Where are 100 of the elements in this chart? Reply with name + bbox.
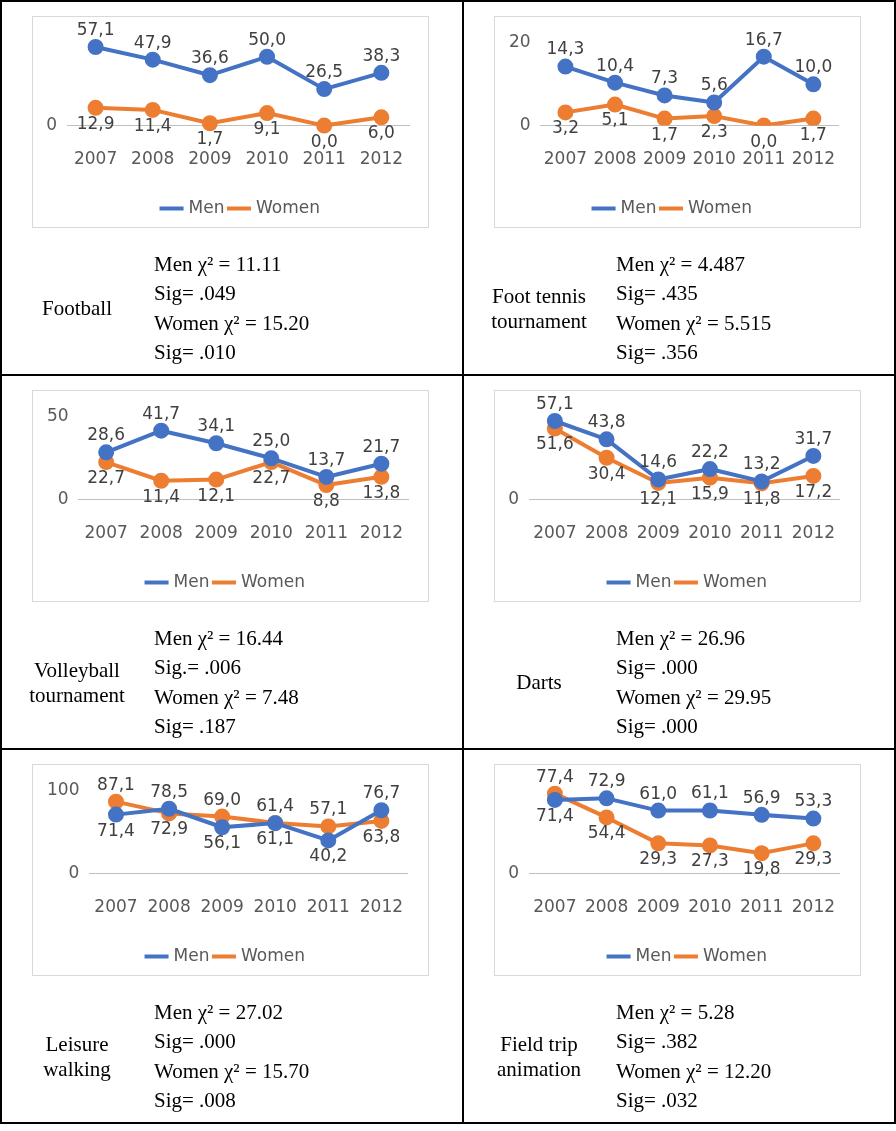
data-label: 10,4 bbox=[596, 54, 634, 75]
text: Women χ² = 7.48 bbox=[154, 683, 299, 711]
data-label: 12,1 bbox=[197, 484, 236, 505]
y-tick-label: 0 bbox=[68, 862, 80, 883]
x-tick-label: 2008 bbox=[131, 148, 175, 169]
data-label: 47,9 bbox=[133, 31, 172, 52]
x-tick-label: 2009 bbox=[636, 522, 680, 543]
text: Sig= .032 bbox=[616, 1087, 699, 1115]
text: Men χ² = 11.11 bbox=[154, 251, 283, 278]
x-tick-label: 2012 bbox=[791, 522, 835, 543]
data-label: 56,1 bbox=[203, 832, 242, 853]
x-tick-label: 2011 bbox=[740, 896, 784, 917]
text: Sig= .010 bbox=[154, 339, 237, 367]
x-tick-label: 2007 bbox=[94, 896, 138, 917]
data-label: 13,7 bbox=[307, 448, 346, 469]
data-label: 30,4 bbox=[587, 462, 626, 483]
x-tick-label: 2009 bbox=[642, 148, 687, 169]
x-tick-label: 2007 bbox=[533, 522, 577, 543]
x-tick-label: 2007 bbox=[543, 148, 588, 169]
x-tick-label: 2007 bbox=[533, 896, 577, 917]
data-label: 15,9 bbox=[691, 482, 729, 503]
text: Sig.= .006 bbox=[154, 654, 243, 682]
text: Women χ² = 29.95 bbox=[616, 683, 772, 711]
data-label: 10,0 bbox=[794, 56, 833, 77]
text: Men χ² = 27.02 bbox=[154, 999, 284, 1026]
legend-label: Women bbox=[240, 944, 305, 965]
y-tick-label: 100 bbox=[46, 779, 80, 800]
data-label: 7,3 bbox=[651, 67, 679, 88]
data-label: 43,8 bbox=[587, 411, 626, 432]
legend-label: Men bbox=[173, 570, 210, 591]
text: Foot tennis tournament bbox=[490, 283, 588, 334]
legend-label: Women bbox=[702, 570, 767, 591]
data-label: 28,6 bbox=[87, 424, 126, 445]
x-tick-label: 2011 bbox=[740, 522, 784, 543]
x-tick-label: 2010 bbox=[253, 896, 297, 917]
legend-label: Men bbox=[635, 944, 672, 965]
data-label: 1,7 bbox=[799, 123, 827, 144]
data-label: 61,1 bbox=[256, 828, 295, 849]
x-tick-label: 2012 bbox=[791, 896, 835, 917]
data-label: 51,6 bbox=[535, 433, 574, 454]
data-label: 22,2 bbox=[691, 440, 729, 461]
data-label: 19,8 bbox=[742, 858, 781, 879]
data-label: 72,9 bbox=[150, 818, 188, 839]
text: Women χ² = 5.515 bbox=[616, 309, 772, 337]
y-tick-label: 50 bbox=[46, 405, 69, 426]
legend-label: Women bbox=[687, 196, 752, 217]
legend-label: Men bbox=[620, 196, 657, 217]
data-label: 21,7 bbox=[362, 435, 401, 456]
legend-label: Men bbox=[188, 196, 225, 217]
text: Sig= .435 bbox=[616, 280, 699, 308]
data-label: 6,0 bbox=[367, 122, 395, 143]
text: Field trip animation bbox=[496, 1031, 582, 1082]
text: Sig= .000 bbox=[616, 713, 699, 741]
data-label: 11,4 bbox=[133, 114, 172, 135]
data-label: 27,3 bbox=[691, 850, 729, 871]
text: Sig= .000 bbox=[616, 654, 699, 682]
data-label: 57,1 bbox=[76, 18, 115, 39]
data-label: 77,4 bbox=[535, 765, 574, 786]
data-label: 8,8 bbox=[312, 489, 340, 510]
text: Men χ² = 4.487 bbox=[616, 251, 746, 278]
text: Women χ² = 15.70 bbox=[154, 1057, 310, 1085]
data-label: 31,7 bbox=[794, 427, 833, 448]
data-label: 29,3 bbox=[794, 848, 833, 869]
data-label: 69,0 bbox=[203, 788, 242, 809]
y-tick-label: 0 bbox=[57, 488, 69, 509]
text: Sig= .356 bbox=[616, 339, 699, 367]
text: Volleyball tournament bbox=[28, 657, 126, 708]
x-tick-label: 2012 bbox=[359, 148, 403, 169]
x-tick-label: 2009 bbox=[636, 896, 680, 917]
x-tick-label: 2007 bbox=[73, 148, 118, 169]
data-label: 16,7 bbox=[744, 28, 783, 49]
data-label: 11,4 bbox=[142, 485, 181, 506]
data-label: 76,7 bbox=[362, 782, 401, 803]
x-tick-label: 2011 bbox=[742, 148, 786, 169]
x-tick-label: 2009 bbox=[188, 148, 232, 169]
legend-label: Women bbox=[702, 944, 767, 965]
y-tick-label: 20 bbox=[508, 31, 531, 52]
text: Sig= .000 bbox=[154, 1028, 237, 1056]
data-label: 36,6 bbox=[190, 47, 229, 68]
x-tick-label: 2012 bbox=[359, 896, 403, 917]
x-tick-label: 2009 bbox=[200, 896, 244, 917]
legend-label: Men bbox=[173, 944, 210, 965]
data-label: 71,4 bbox=[535, 804, 574, 825]
legend-label: Women bbox=[240, 570, 305, 591]
data-label: 13,8 bbox=[362, 481, 401, 502]
data-label: 12,1 bbox=[639, 487, 678, 508]
x-tick-label: 2011 bbox=[302, 148, 346, 169]
data-label: 17,2 bbox=[794, 480, 833, 501]
data-label: 25,0 bbox=[252, 430, 291, 451]
data-label: 54,4 bbox=[587, 822, 626, 843]
data-label: 12,9 bbox=[76, 112, 115, 133]
text: Sig= .382 bbox=[616, 1028, 699, 1056]
x-tick-label: 2010 bbox=[688, 896, 732, 917]
data-label: 87,1 bbox=[97, 773, 135, 794]
x-tick-label: 2010 bbox=[688, 522, 732, 543]
data-label: 53,3 bbox=[794, 790, 833, 811]
text: Men χ² = 5.28 bbox=[616, 999, 736, 1026]
data-label: 3,2 bbox=[551, 117, 579, 138]
x-tick-label: 2010 bbox=[692, 148, 736, 169]
x-tick-label: 2008 bbox=[584, 896, 629, 917]
